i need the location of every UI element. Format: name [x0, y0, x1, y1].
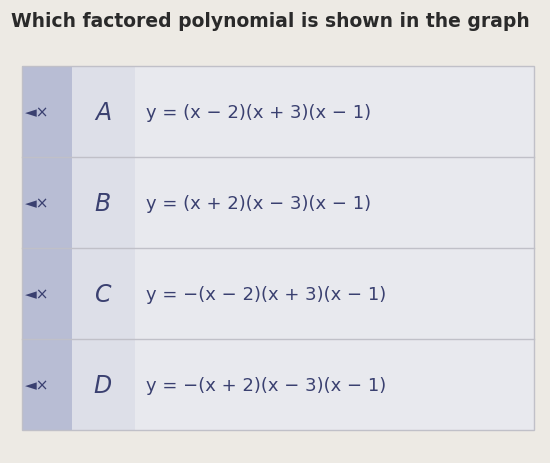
- Text: B: B: [95, 191, 111, 215]
- Text: y = (x + 2)(x − 3)(x − 1): y = (x + 2)(x − 3)(x − 1): [146, 194, 371, 212]
- Text: D: D: [94, 373, 112, 397]
- Text: ◄×: ◄×: [25, 196, 50, 211]
- Bar: [22, 249, 72, 339]
- Text: y = −(x − 2)(x + 3)(x − 1): y = −(x − 2)(x + 3)(x − 1): [146, 285, 386, 303]
- Bar: [22, 158, 72, 249]
- Text: y = (x − 2)(x + 3)(x − 1): y = (x − 2)(x + 3)(x − 1): [146, 104, 371, 121]
- Text: Which factored polynomial is shown in the graph: Which factored polynomial is shown in th…: [11, 12, 530, 31]
- Text: C: C: [95, 282, 111, 306]
- Text: ◄×: ◄×: [25, 287, 50, 301]
- Bar: [22, 67, 72, 158]
- Text: A: A: [95, 100, 111, 125]
- Text: y = −(x + 2)(x − 3)(x − 1): y = −(x + 2)(x − 3)(x − 1): [146, 376, 386, 394]
- Bar: [22, 339, 72, 430]
- Text: ◄×: ◄×: [25, 105, 50, 120]
- Text: ◄×: ◄×: [25, 377, 50, 392]
